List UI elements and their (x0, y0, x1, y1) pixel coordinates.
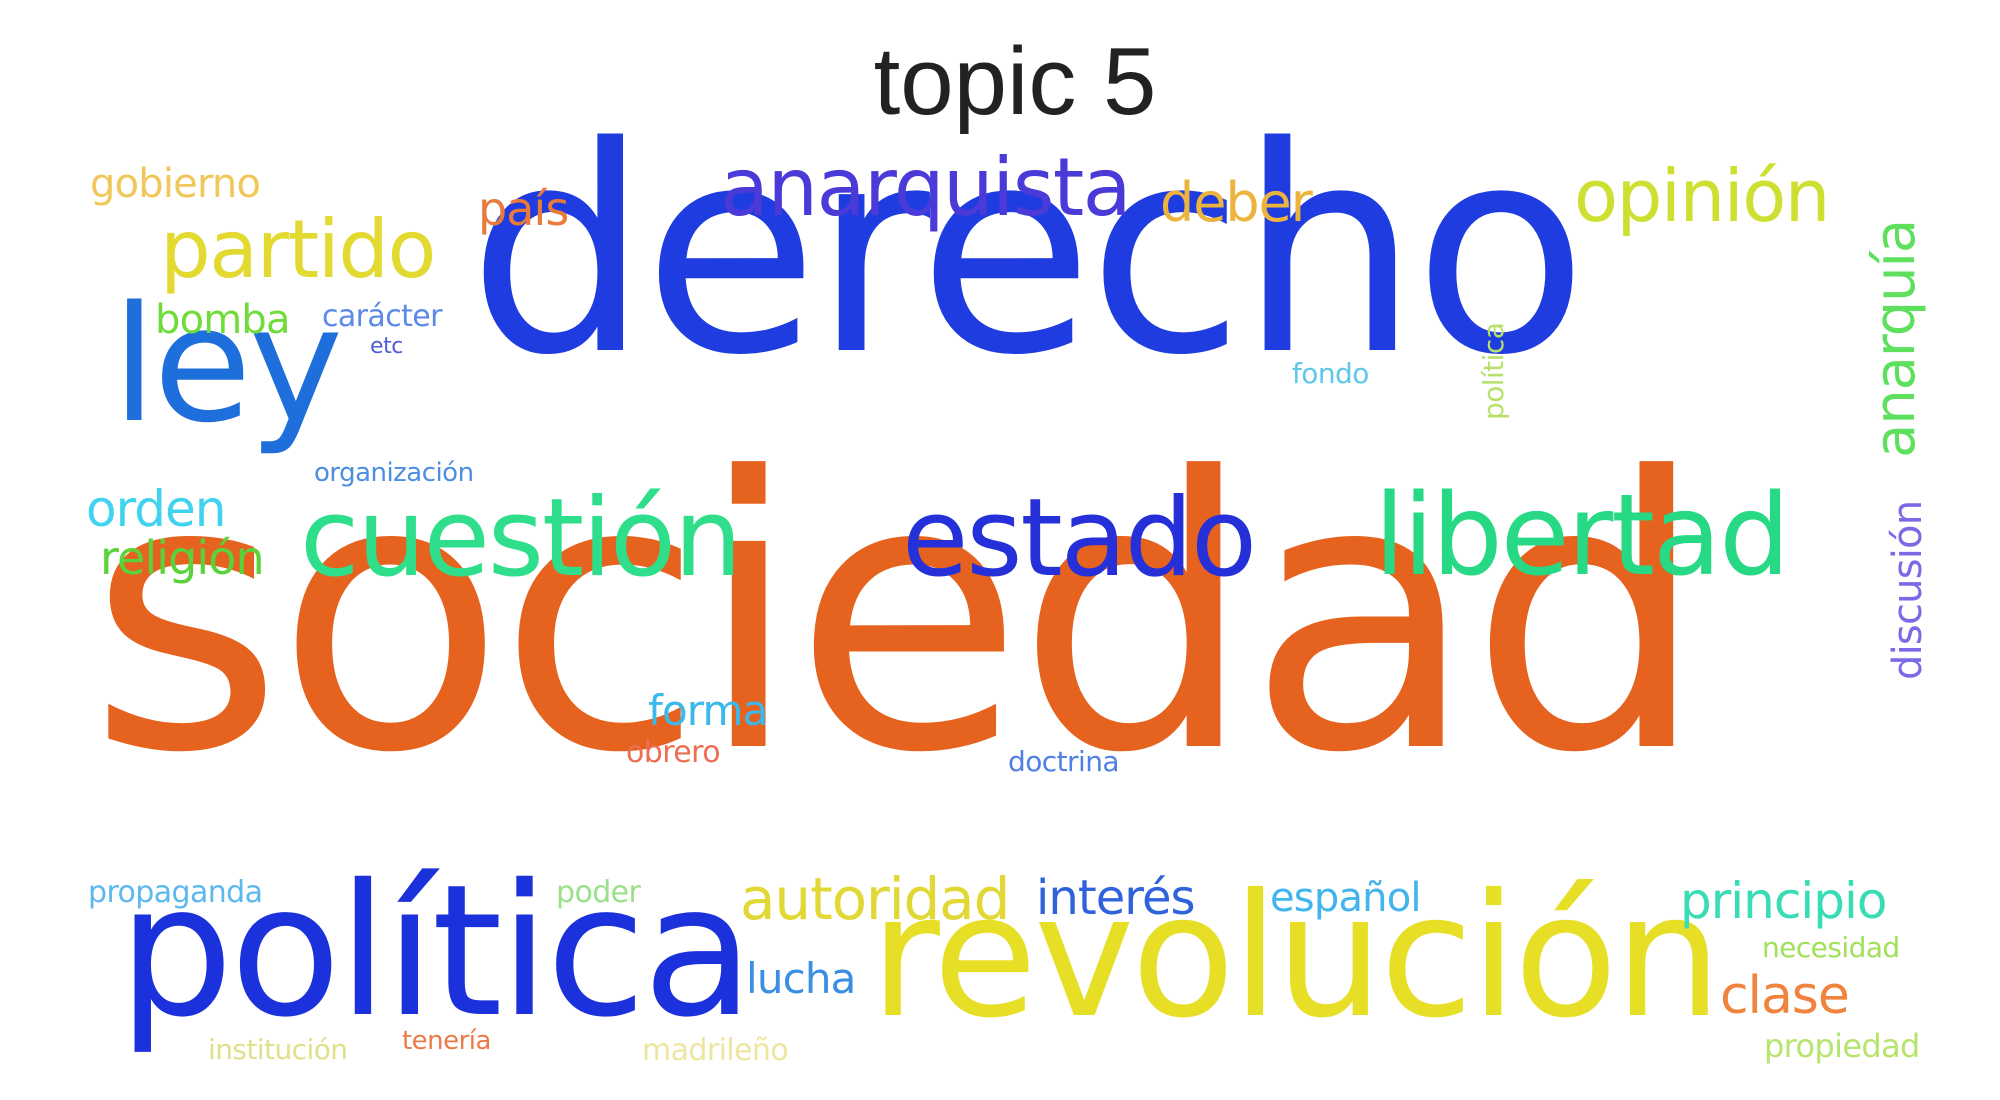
word-opinion: opinión (1574, 154, 1830, 238)
word-propiedad: propiedad (1764, 1027, 1920, 1065)
word-politica-small: política (1477, 322, 1510, 420)
word-propaganda: propaganda (88, 875, 263, 910)
word-orden: orden (86, 480, 226, 538)
word-estado: estado (902, 476, 1257, 601)
word-sociedad: sociedad (88, 399, 1707, 835)
word-libertad: libertad (1374, 471, 1790, 601)
word-cuestion: cuestión (300, 476, 742, 601)
word-religion: religión (100, 531, 265, 585)
word-politica: política (118, 845, 754, 1057)
word-anarquista: anarquista (720, 141, 1132, 234)
word-ley: ley (112, 271, 343, 458)
word-madrileno: madrileño (642, 1033, 789, 1068)
word-discusion: discusión (1885, 500, 1931, 680)
word-clase: clase (1720, 966, 1850, 1026)
word-institucion: institución (208, 1033, 348, 1066)
word-organizacion: organización (314, 458, 474, 488)
word-partido: partido (160, 203, 436, 296)
word-principio: principio (1680, 872, 1887, 930)
word-deber: deber (1160, 171, 1313, 234)
word-fondo: fondo (1292, 357, 1369, 390)
word-gobierno: gobierno (90, 161, 261, 207)
word-derecho: derecho (468, 86, 1588, 418)
word-forma: forma (648, 686, 768, 735)
word-interes: interés (1036, 870, 1196, 926)
word-caracter: carácter (322, 299, 442, 334)
word-poder: poder (556, 875, 641, 910)
word-anarquia: anarquía (1863, 219, 1928, 458)
word-pais: país (478, 182, 569, 236)
word-obrero: obrero (626, 735, 721, 770)
word-lucha: lucha (746, 954, 856, 1003)
chart-title: topic 5 (873, 28, 1157, 135)
word-doctrina: doctrina (1008, 745, 1120, 778)
word-necesidad: necesidad (1762, 931, 1900, 964)
word-bomba: bomba (155, 297, 291, 343)
word-autoridad: autoridad (740, 865, 1010, 933)
word-teneria: tenería (402, 1026, 491, 1056)
word-revolucion: revolución (870, 858, 1722, 1056)
word-etc: etc (370, 334, 403, 359)
word-espanol: español (1270, 875, 1422, 921)
